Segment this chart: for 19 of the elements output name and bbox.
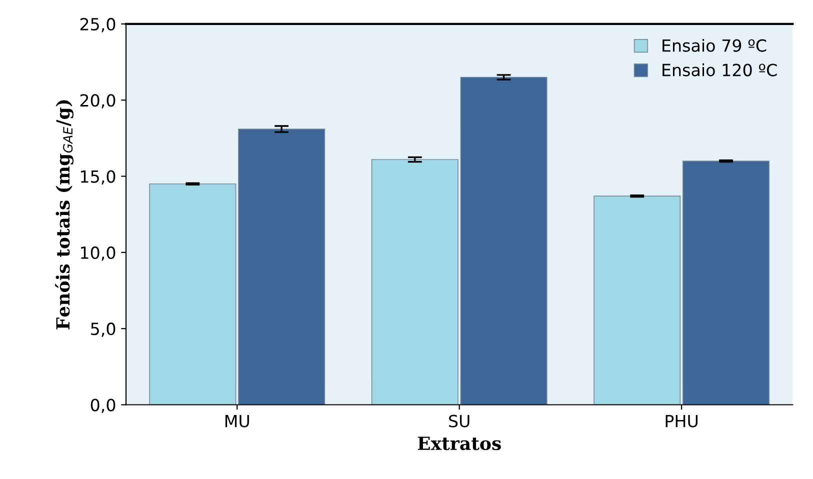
bar <box>594 196 681 405</box>
bar <box>149 183 236 405</box>
y-tick-label: 10,0 <box>81 246 116 261</box>
x-tick-label: PHU <box>666 414 698 428</box>
y-axis-title: Fenóis totais (mg$_{GAE}$/g) <box>55 100 74 330</box>
x-axis-title: Extratos <box>418 436 501 450</box>
y-tick-label: 20,0 <box>80 94 116 108</box>
bar <box>238 128 326 405</box>
y-tick-label: 25,0 <box>80 18 116 32</box>
legend-label: Ensaio 120 ºC <box>662 63 777 76</box>
x-tick-label: MU <box>225 414 249 428</box>
bar <box>682 160 770 405</box>
bar <box>460 76 548 405</box>
y-tick-label: 5,0 <box>91 322 116 337</box>
x-tick-label: SU <box>449 414 470 428</box>
y-tick-label: 0,0 <box>90 398 116 414</box>
y-tick-label: 15,0 <box>81 170 116 185</box>
legend-label: Ensaio 79 ºC <box>662 38 766 52</box>
bar <box>371 159 458 405</box>
